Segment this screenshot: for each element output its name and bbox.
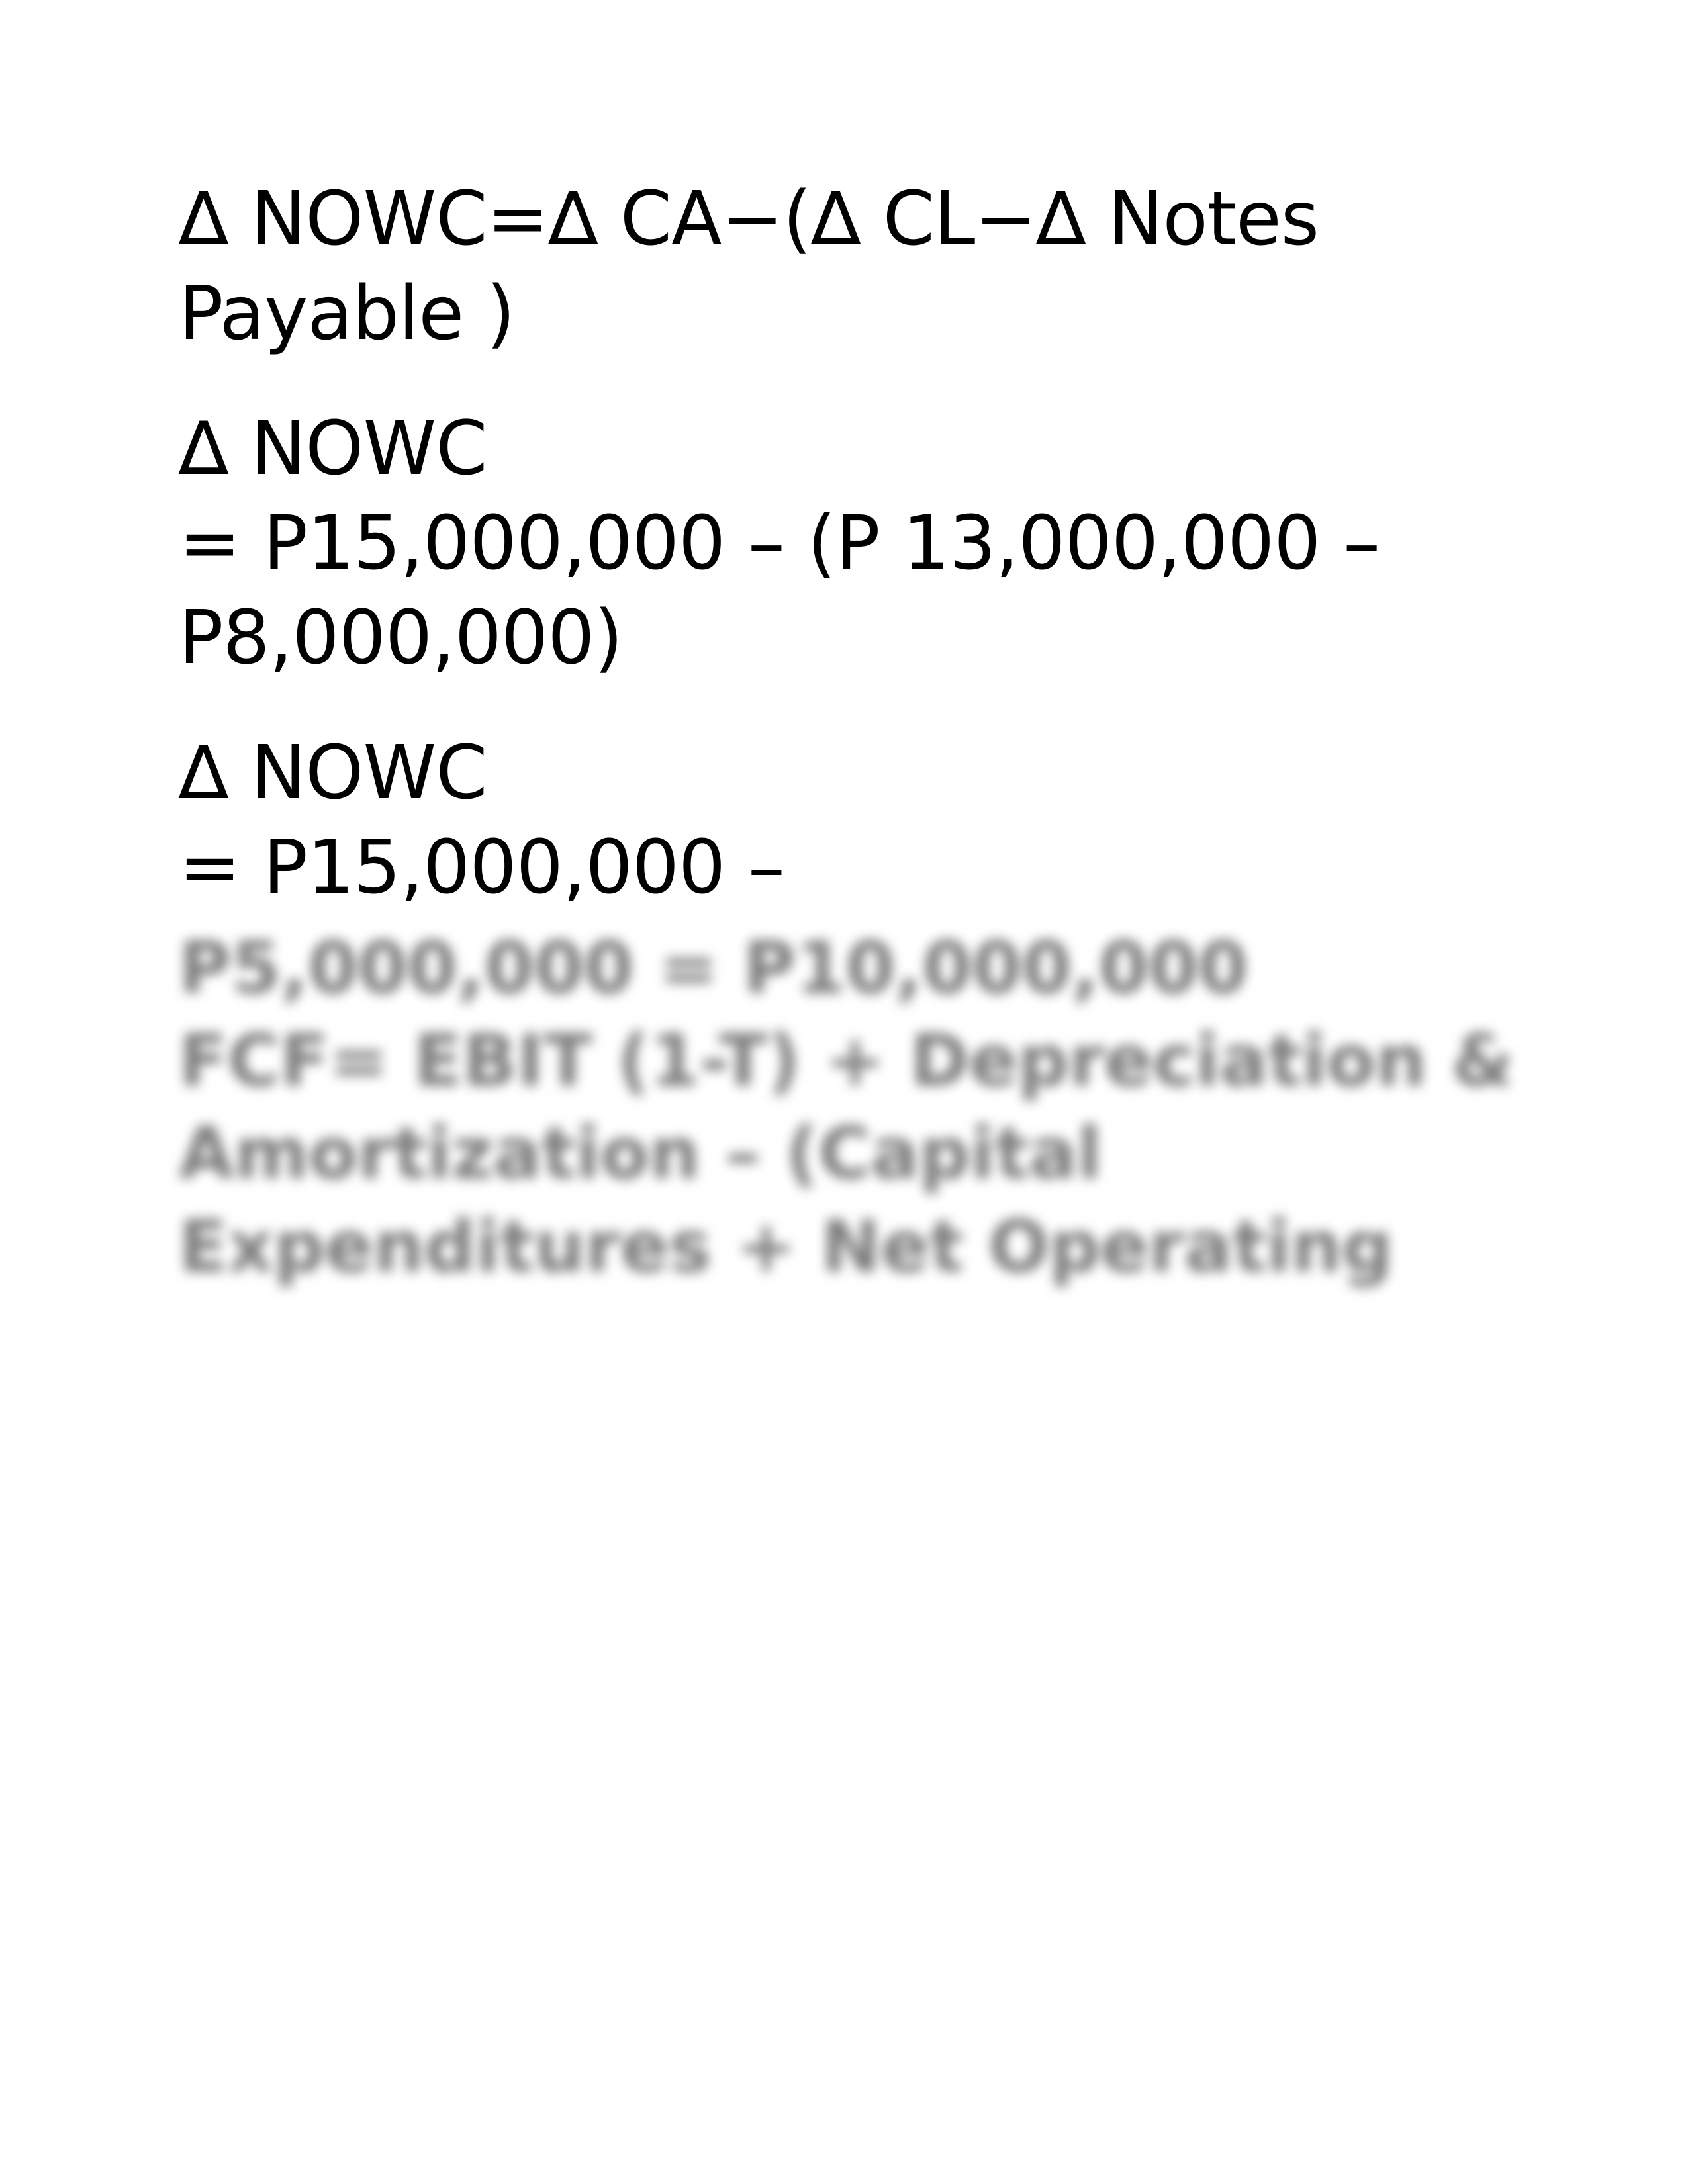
blurred-continuation: P5,000,000 = P10,000,000FCF= EBIT (1-T) …	[179, 923, 1516, 1295]
document-page: ∆ NOWC=∆ CA−(∆ CL−∆ Notes Payable ) ∆ NO…	[0, 0, 1688, 2184]
formula-definition: ∆ NOWC=∆ CA−(∆ CL−∆ Notes Payable )	[179, 172, 1516, 362]
formula-step-1: ∆ NOWC = P15,000,000 – (P 13,000,000 – P…	[179, 402, 1516, 686]
formula-step-2: ∆ NOWC = P15,000,000 –	[179, 726, 1516, 916]
